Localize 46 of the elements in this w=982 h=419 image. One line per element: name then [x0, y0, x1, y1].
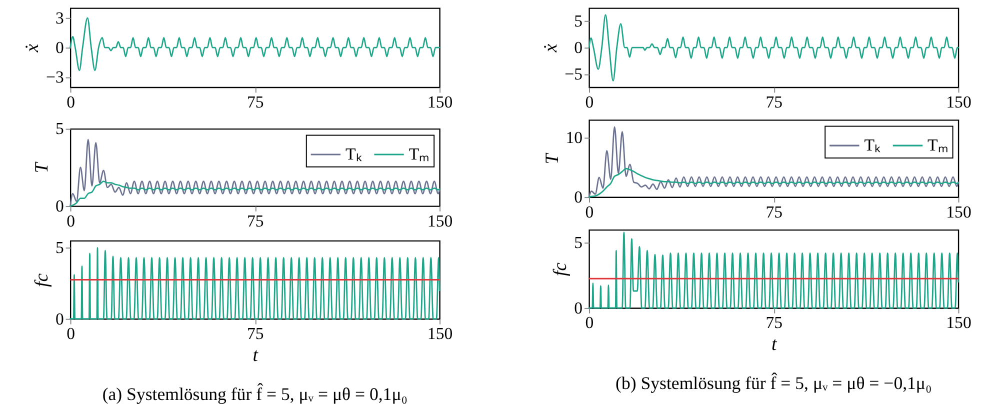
line-series	[588, 232, 959, 309]
y-tick-label: 5	[55, 119, 64, 138]
text: (b) Systemlösung für f̂ = 5, μᵥ = μθ = −0,1μ₀	[616, 372, 932, 394]
y-axis-title: ẋ	[22, 43, 44, 54]
y-tick-label: 5	[574, 233, 583, 252]
y-tick-label: −5	[564, 64, 583, 84]
legend-label: Tₘ	[408, 144, 430, 164]
legend-label: Tₖ	[864, 136, 880, 155]
line-series	[588, 126, 959, 198]
text: (a) Systemlösung für f̂ = 5, μᵥ = μθ = 0,1μ₀	[102, 382, 408, 404]
y-tick-label: 0	[55, 38, 64, 58]
y-axis-title: T	[32, 161, 53, 174]
x-tick-label: 150	[427, 92, 453, 112]
x-tick-label: 75	[246, 211, 264, 230]
y-tick-label: 0	[574, 188, 583, 207]
line-series	[588, 14, 959, 82]
y-tick-label: 0	[574, 298, 583, 318]
y-axis-title: fc	[32, 272, 53, 288]
x-tick-label: 150	[946, 313, 972, 332]
x-tick-label: 75	[766, 313, 783, 332]
y-tick-label: 5	[55, 238, 64, 258]
y-tick-label: 5	[574, 12, 583, 31]
legend-label: Tₘ	[928, 136, 948, 155]
line-series	[70, 247, 440, 320]
x-tick-label: 75	[246, 92, 264, 112]
y-axis-title: T	[542, 152, 563, 164]
x-axis-title: t	[252, 344, 259, 366]
line-series	[70, 138, 440, 207]
x-tick-label: 150	[427, 324, 453, 344]
x-tick-label: 150	[946, 202, 972, 222]
x-tick-label: 75	[766, 202, 783, 222]
x-tick-label: 75	[766, 92, 783, 112]
line-series	[70, 180, 440, 207]
y-axis-title: fc	[550, 262, 572, 276]
y-tick-label: 0	[574, 38, 583, 58]
x-axis-title: t	[772, 334, 778, 356]
y-tick-label: 10	[566, 128, 583, 148]
x-tick-label: 150	[427, 211, 453, 230]
x-tick-label: 75	[246, 324, 264, 344]
line-series	[588, 168, 959, 198]
x-tick-label: 150	[946, 92, 972, 112]
line-series	[70, 17, 440, 72]
y-tick-label: 3	[55, 8, 64, 28]
y-tick-label: −3	[46, 68, 64, 87]
legend-label: Tₖ	[345, 144, 362, 164]
y-axis-title: ẋ	[540, 43, 562, 54]
